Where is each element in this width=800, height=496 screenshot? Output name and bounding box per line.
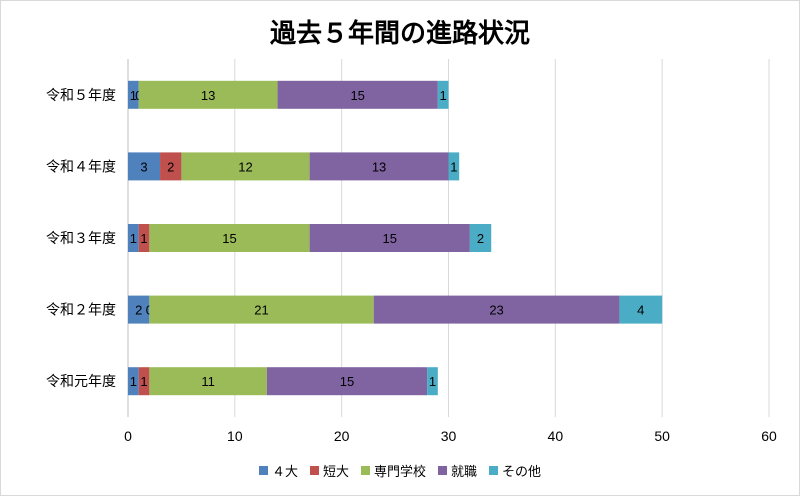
legend-label: 就職 xyxy=(451,465,478,480)
bar-segment xyxy=(128,224,139,252)
category-label: 令和５年度 xyxy=(46,88,116,104)
x-tick-label: 10 xyxy=(227,428,243,444)
data-label: 12 xyxy=(238,159,252,174)
bar-segment xyxy=(138,367,150,396)
category-label: 令和３年度 xyxy=(46,231,116,247)
legend-item: 就職 xyxy=(438,461,477,480)
legend: ４大 短大 専門学校 就職 その他 xyxy=(1,461,799,480)
category-label: 令和元年度 xyxy=(46,374,116,390)
bar-segment xyxy=(373,295,620,324)
data-label: 1 xyxy=(429,374,436,389)
data-label: 11 xyxy=(201,374,215,389)
chart-title: 過去５年間の進路状況 xyxy=(269,19,530,49)
category-label: 令和２年度 xyxy=(46,303,116,319)
bar-segment xyxy=(149,367,267,396)
bar-segment xyxy=(437,80,449,109)
data-label: 2 xyxy=(135,303,142,318)
legend-item: 短大 xyxy=(309,461,349,480)
bar-segment xyxy=(309,224,470,252)
bar-segment xyxy=(128,295,150,324)
bar-segment xyxy=(149,295,374,324)
data-label: 2 xyxy=(167,159,174,174)
bar-segment xyxy=(128,152,161,181)
bar-segment xyxy=(138,80,278,109)
bar-segment xyxy=(160,152,182,181)
legend-swatch xyxy=(438,466,447,475)
bar-segment xyxy=(181,152,310,181)
data-label: 15 xyxy=(222,231,236,246)
data-label: 1 xyxy=(450,159,457,174)
legend-label: ４大 xyxy=(271,465,298,480)
bar-segment xyxy=(149,224,310,252)
legend-swatch xyxy=(360,466,370,475)
category-label: 令和４年度 xyxy=(46,159,116,175)
data-label: 21 xyxy=(254,303,268,318)
x-tick-label: 0 xyxy=(124,428,132,444)
legend-item: ４大 xyxy=(258,461,298,480)
data-label: 1 xyxy=(140,231,147,246)
legend-label: 専門学校 xyxy=(373,465,426,480)
bar-segment xyxy=(448,152,460,181)
data-label: 3 xyxy=(140,159,147,174)
legend-swatch xyxy=(258,466,268,475)
data-label: 13 xyxy=(372,159,386,174)
bar-segment xyxy=(427,367,438,396)
legend-item: その他 xyxy=(489,461,541,480)
data-label: 2 xyxy=(477,231,484,246)
data-label: 15 xyxy=(340,374,354,389)
data-label: 4 xyxy=(637,303,644,318)
x-tick-label: 40 xyxy=(548,428,564,444)
data-label: 1 xyxy=(130,374,137,389)
bar-segment xyxy=(309,152,449,181)
bar-segment xyxy=(469,224,492,252)
data-label: 1 xyxy=(130,231,137,246)
bar-segment xyxy=(128,367,139,396)
bar-segment xyxy=(138,224,150,252)
data-label: 13 xyxy=(201,88,215,103)
x-tick-label: 60 xyxy=(761,428,777,444)
bar-segment xyxy=(619,295,663,324)
bar-segment xyxy=(277,80,438,109)
legend-swatch xyxy=(489,466,499,475)
data-label: 23 xyxy=(489,303,503,318)
legend-label: 短大 xyxy=(322,465,349,480)
legend-label: その他 xyxy=(502,465,542,480)
legend-item: 専門学校 xyxy=(360,461,426,480)
data-label: 15 xyxy=(350,88,364,103)
data-label: 1 xyxy=(140,374,147,389)
data-label: 15 xyxy=(383,231,397,246)
legend-swatch xyxy=(309,466,319,475)
data-label: 1 xyxy=(440,88,447,103)
x-tick-label: 20 xyxy=(334,428,350,444)
bar-segment xyxy=(128,80,139,109)
bar-segment xyxy=(266,367,428,396)
data-label: 1 xyxy=(130,88,137,103)
x-tick-label: 50 xyxy=(654,428,670,444)
x-tick-label: 30 xyxy=(441,428,457,444)
